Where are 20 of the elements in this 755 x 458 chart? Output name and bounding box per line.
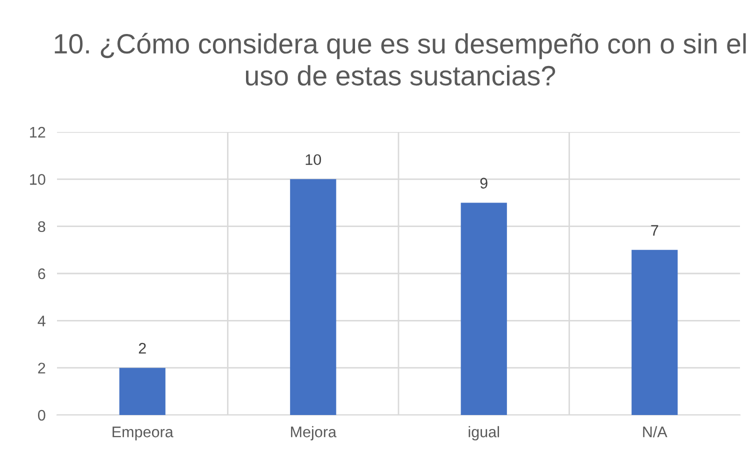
x-tick-label: N/A xyxy=(643,426,668,438)
x-tick-label: Mejora xyxy=(291,426,336,440)
y-tick-label: 2 xyxy=(38,362,46,374)
x-tick-label: Empeora xyxy=(112,426,174,440)
data-label: 2 xyxy=(138,342,146,354)
y-tick-label: 6 xyxy=(38,268,46,280)
data-label: 9 xyxy=(480,178,488,189)
y-tick-label: 0 xyxy=(38,410,46,421)
bar xyxy=(290,179,336,415)
data-label: 10 xyxy=(306,154,322,166)
x-tick-label: igual xyxy=(468,426,499,440)
bar xyxy=(460,202,507,415)
bar xyxy=(119,368,166,415)
y-tick-label: 12 xyxy=(30,126,46,138)
y-tick-label: 4 xyxy=(38,316,46,326)
data-label: 7 xyxy=(651,225,658,236)
bar xyxy=(632,250,678,415)
chart-title: 10. ¿Cómo considera que es su desempeño con o sin el uso de estas sustancias? xyxy=(54,32,746,86)
y-tick-label: 8 xyxy=(38,221,46,232)
y-tick-label: 10 xyxy=(30,174,46,185)
